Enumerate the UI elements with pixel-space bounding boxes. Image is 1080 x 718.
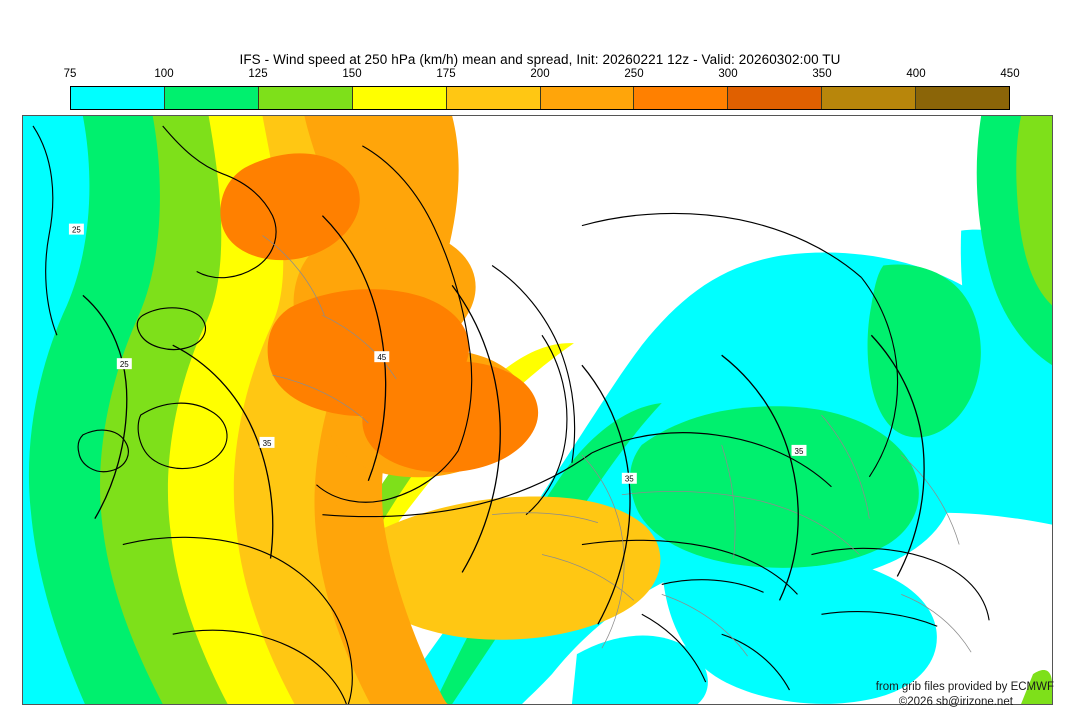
contour-band-125-150 <box>1016 116 1052 306</box>
colorbar-band <box>540 87 635 109</box>
spread-contour-layer <box>82 215 925 625</box>
contour-label: 35 <box>795 447 804 456</box>
colorbar-tick-label: 450 <box>1000 68 1020 80</box>
contour-band-75-100 <box>571 635 708 704</box>
colorbar-tick-label: 200 <box>530 68 550 80</box>
page-title: IFS - Wind speed at 250 hPa (km/h) mean … <box>239 52 841 67</box>
colorbar-band <box>446 87 541 109</box>
map-canvas[interactable]: 25 35 45 35 35 25 <box>22 115 1053 705</box>
contour-label: 35 <box>263 439 272 448</box>
colorbar-tick-label: 175 <box>436 68 456 80</box>
colorbar-tick-label: 125 <box>248 68 268 80</box>
colorbar-tick-label: 300 <box>718 68 738 80</box>
colorbar-tick-label: 350 <box>812 68 832 80</box>
colorbar-band <box>822 87 917 109</box>
colorbar-band <box>728 87 823 109</box>
contour-label: 35 <box>625 475 634 484</box>
contour-band-100-125 <box>867 264 981 438</box>
colorbar-band <box>258 87 353 109</box>
colorbar-band <box>916 87 1010 109</box>
colorbar-band <box>352 87 447 109</box>
contour-label: 25 <box>120 360 129 369</box>
contour-label-group: 25 35 45 35 35 25 <box>68 223 807 484</box>
colorbar-tick-labels: 75 100 125 150 175 200 250 300 350 400 450 <box>64 68 1020 84</box>
weather-map-svg: 25 35 45 35 35 25 <box>23 116 1052 704</box>
contour-label: 45 <box>377 353 386 362</box>
colorbar-tick-label: 75 <box>63 68 77 80</box>
colorbar: 75 100 125 150 175 200 250 300 350 400 450 <box>64 68 1020 110</box>
contour-band-75-100 <box>661 548 937 704</box>
colorbar-bands <box>70 86 1010 110</box>
coastline-layer <box>32 125 990 704</box>
contour-band-175-200 <box>348 496 661 640</box>
colorbar-band <box>71 87 165 109</box>
contour-band-125-150 <box>1021 670 1052 704</box>
colorbar-tick-label: 250 <box>624 68 644 80</box>
contour-band-250-300 <box>362 361 539 473</box>
colorbar-band <box>164 87 259 109</box>
contour-label: 25 <box>72 226 81 235</box>
contour-band-100-125 <box>629 406 919 568</box>
colorbar-band <box>634 87 729 109</box>
colorbar-tick-label: 400 <box>906 68 926 80</box>
filled-contour-layer: 25 35 45 35 35 25 <box>23 116 1052 704</box>
colorbar-tick-label: 100 <box>154 68 174 80</box>
contour-band-250-300 <box>220 153 360 261</box>
colorbar-tick-label: 150 <box>342 68 362 80</box>
